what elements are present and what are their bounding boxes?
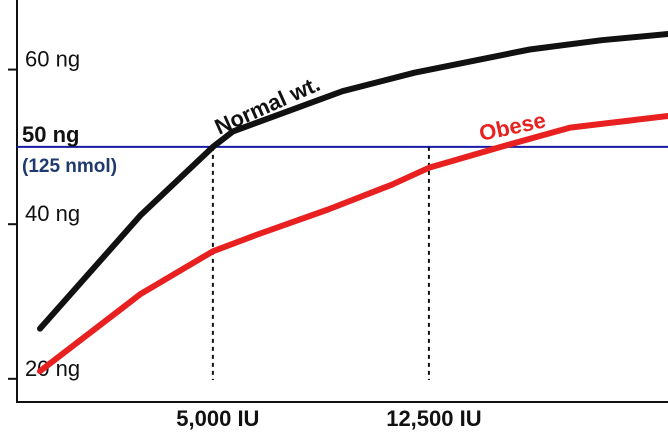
x-tick-label: 12,500 IU — [386, 406, 481, 431]
y-tick-group: 20 ng 40 ng 60 ng — [8, 47, 80, 381]
y-tick-label: 60 ng — [25, 47, 80, 72]
x-tick-label: 5,000 IU — [176, 406, 259, 431]
y-tick-label: 40 ng — [25, 201, 80, 226]
reference-label: 50 ng — [22, 122, 79, 147]
series-line-normal — [37, 31, 668, 332]
series-label-obese: Obese — [477, 107, 548, 145]
reference-sublabel: (125 nmol) — [22, 156, 117, 177]
series-line-obese — [37, 113, 668, 375]
